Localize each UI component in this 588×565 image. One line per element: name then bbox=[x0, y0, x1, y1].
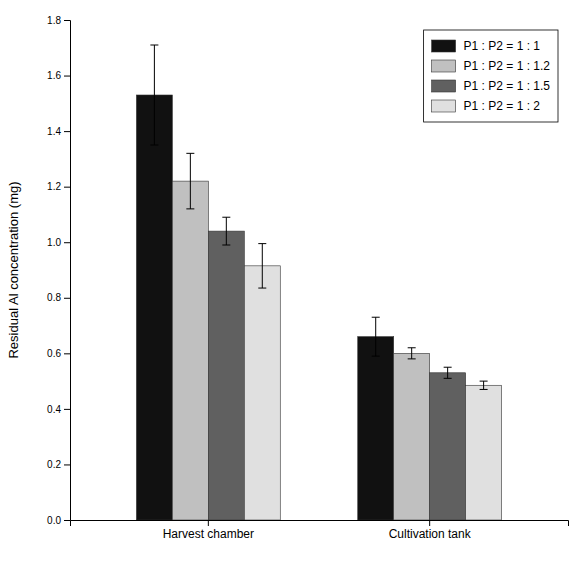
x-tick-mark bbox=[429, 520, 430, 526]
y-axis-line bbox=[64, 21, 71, 521]
y-tick-label: 1.8 bbox=[47, 15, 61, 26]
error-bar bbox=[258, 244, 266, 288]
legend-box bbox=[424, 30, 558, 122]
x-tick: Harvest chamber bbox=[163, 520, 254, 541]
error-bar bbox=[444, 367, 452, 378]
y-tick-label: 1.2 bbox=[47, 181, 61, 192]
y-tick-label: 1.0 bbox=[47, 237, 61, 248]
bar bbox=[208, 231, 244, 520]
error-bar bbox=[222, 217, 230, 245]
y-tick-mark bbox=[64, 520, 70, 521]
y-tick-label: 0.0 bbox=[47, 515, 61, 526]
error-bars bbox=[150, 45, 379, 356]
legend-label: P1 : P2 = 1 : 1.2 bbox=[464, 59, 551, 73]
x-tick-mark bbox=[208, 520, 209, 526]
bar bbox=[430, 373, 466, 520]
y-tick-mark bbox=[64, 298, 70, 299]
error-bars bbox=[258, 244, 487, 390]
y-tick: 0.6 bbox=[47, 348, 70, 359]
legend-item: P1 : P2 = 1 : 1 bbox=[432, 39, 541, 53]
bar-series bbox=[172, 181, 429, 520]
y-tick-mark bbox=[64, 353, 70, 354]
bar bbox=[358, 337, 394, 520]
y-axis: 0.0 0.2 0.4 0.6 0.8 1.0 1.2 1.4 1.6 1.8 bbox=[47, 15, 70, 526]
y-tick: 0.0 bbox=[47, 515, 70, 526]
y-tick: 0.8 bbox=[47, 292, 70, 303]
error-bars bbox=[186, 153, 415, 359]
plot: 0.0 0.2 0.4 0.6 0.8 1.0 1.2 1.4 1.6 1.8 Harvest ch… bbox=[6, 15, 569, 541]
bar bbox=[244, 266, 280, 520]
y-tick-mark bbox=[64, 20, 70, 21]
y-tick: 1.6 bbox=[47, 70, 70, 81]
y-tick: 1.2 bbox=[47, 181, 70, 192]
y-tick: 1.8 bbox=[47, 15, 70, 26]
y-tick-label: 0.6 bbox=[47, 348, 61, 359]
bar bbox=[466, 385, 502, 520]
legend-swatch bbox=[432, 40, 456, 52]
error-bars bbox=[222, 217, 451, 378]
error-bar bbox=[186, 153, 194, 209]
legend-swatch bbox=[432, 60, 456, 72]
y-tick: 0.2 bbox=[47, 459, 70, 470]
x-tick-label: Cultivation tank bbox=[389, 527, 472, 541]
x-tick-label: Harvest chamber bbox=[163, 527, 254, 541]
x-tick: Cultivation tank bbox=[389, 520, 472, 541]
chart: 0.0 0.2 0.4 0.6 0.8 1.0 1.2 1.4 1.6 1.8 Harvest ch… bbox=[0, 0, 588, 565]
error-bar bbox=[408, 348, 416, 359]
y-tick-mark bbox=[64, 131, 70, 132]
legend-label: P1 : P2 = 1 : 2 bbox=[464, 99, 541, 113]
y-tick: 0.4 bbox=[47, 404, 70, 415]
legend-item: P1 : P2 = 1 : 1.2 bbox=[432, 59, 551, 73]
y-tick-mark bbox=[64, 409, 70, 410]
error-bar bbox=[372, 317, 380, 356]
y-tick-label: 0.4 bbox=[47, 404, 61, 415]
error-bar bbox=[150, 45, 158, 145]
bar-series bbox=[136, 95, 393, 520]
y-tick: 1.0 bbox=[47, 237, 70, 248]
y-tick-mark bbox=[64, 464, 70, 465]
y-tick-label: 1.4 bbox=[47, 126, 61, 137]
legend-label: P1 : P2 = 1 : 1.5 bbox=[464, 79, 551, 93]
bar bbox=[172, 181, 208, 520]
bar bbox=[136, 95, 172, 520]
y-axis-title: Residual Al concentration (mg) bbox=[6, 181, 21, 358]
y-tick-label: 0.8 bbox=[47, 292, 61, 303]
legend-item: P1 : P2 = 1 : 1.5 bbox=[432, 79, 551, 93]
x-axis: Harvest chamber Cultivation tank bbox=[71, 520, 569, 541]
bar-series bbox=[208, 231, 465, 520]
legend-swatch bbox=[432, 80, 456, 92]
y-tick-mark bbox=[64, 76, 70, 77]
bar bbox=[394, 353, 430, 520]
error-bar bbox=[480, 381, 488, 389]
y-tick-mark bbox=[64, 187, 70, 188]
legend-swatch bbox=[432, 100, 456, 112]
x-axis-line bbox=[71, 521, 569, 527]
y-tick-mark bbox=[64, 242, 70, 243]
y-tick-label: 0.2 bbox=[47, 459, 61, 470]
y-tick: 1.4 bbox=[47, 126, 70, 137]
legend: P1 : P2 = 1 : 1 P1 : P2 = 1 : 1.2 P1 : P2 … bbox=[424, 30, 558, 122]
legend-item: P1 : P2 = 1 : 2 bbox=[432, 99, 541, 113]
y-tick-label: 1.6 bbox=[47, 70, 61, 81]
legend-label: P1 : P2 = 1 : 1 bbox=[464, 39, 541, 53]
bar-series bbox=[244, 266, 501, 520]
